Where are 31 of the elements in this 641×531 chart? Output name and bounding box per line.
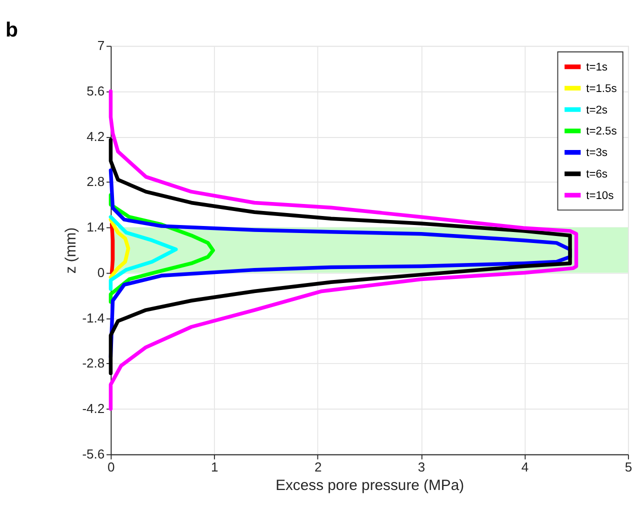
legend-label: t=1.5s	[586, 82, 618, 95]
legend-label: t=3s	[586, 147, 608, 160]
x-tick-label: 2	[314, 459, 322, 474]
y-tick-label: 0	[97, 264, 105, 280]
y-tick-label: 4.2	[86, 128, 105, 144]
x-axis-title: Excess pore pressure (MPa)	[276, 478, 464, 494]
chart-title: b	[5, 18, 18, 42]
line-series	[108, 138, 572, 376]
line-series	[110, 222, 115, 275]
y-tick-label: 5.6	[86, 83, 105, 98]
legend-label: t=1s	[586, 62, 608, 74]
y-tick-label: -2.8	[82, 356, 105, 371]
y-tick-label: -1.4	[82, 310, 105, 326]
x-tick-label: 5	[624, 459, 632, 474]
x-tick-label: 0	[108, 459, 115, 474]
legend-label: t=2.5s	[586, 126, 618, 138]
y-axis-title: z (mm)	[64, 227, 80, 274]
y-tick-label: -5.6	[82, 446, 105, 462]
line-series	[108, 218, 130, 280]
y-tick-label: -4.2	[82, 401, 105, 416]
y-tick-label: 1.4	[86, 220, 105, 235]
y-tick-label: 2.8	[86, 174, 105, 190]
line-series	[108, 89, 578, 411]
legend-label: t=6s	[586, 168, 608, 180]
x-tick-label: 4	[521, 459, 529, 474]
legend-label: t=2s	[586, 104, 608, 116]
line-series	[108, 215, 178, 291]
x-tick-label: 1	[211, 459, 218, 474]
y-tick-label: 7	[97, 38, 105, 54]
legend-label: t=10s	[586, 190, 614, 202]
x-tick-label: 3	[418, 459, 426, 474]
